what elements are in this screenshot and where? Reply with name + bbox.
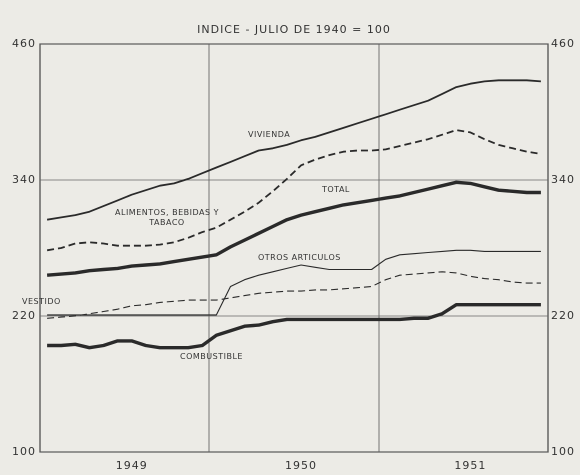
y-tick-label-right: 220 bbox=[551, 309, 575, 322]
series-label: COMBUSTIBLE bbox=[180, 352, 243, 361]
x-tick-label: 1950 bbox=[285, 459, 317, 472]
series-label: VIVIENDA bbox=[248, 130, 291, 139]
y-tick-label: 340 bbox=[12, 173, 36, 186]
x-tick-label: 1951 bbox=[454, 459, 486, 472]
chart-title: INDICE - JULIO DE 1940 = 100 bbox=[197, 23, 391, 36]
y-tick-label-right: 100 bbox=[551, 445, 575, 458]
series-line bbox=[47, 303, 541, 350]
y-tick-label: 220 bbox=[12, 309, 36, 322]
y-tick-label-right: 340 bbox=[551, 173, 575, 186]
series-label: ALIMENTOS, BEBIDAS Y TABACO bbox=[115, 208, 219, 227]
series-line bbox=[46, 79, 541, 221]
y-tick-label: 100 bbox=[12, 445, 36, 458]
series-label: TOTAL bbox=[322, 185, 350, 194]
series-label: OTROS ARTICULOS bbox=[258, 253, 341, 262]
y-tick-label: 460 bbox=[12, 37, 36, 50]
x-tick-label: 1949 bbox=[116, 459, 148, 472]
series-line bbox=[46, 180, 541, 277]
plot-frame bbox=[39, 43, 549, 453]
series-label: VESTIDO bbox=[22, 297, 61, 306]
series-line bbox=[47, 249, 541, 316]
series-line bbox=[46, 129, 542, 252]
series-line bbox=[47, 271, 541, 319]
y-tick-label-right: 460 bbox=[551, 37, 575, 50]
